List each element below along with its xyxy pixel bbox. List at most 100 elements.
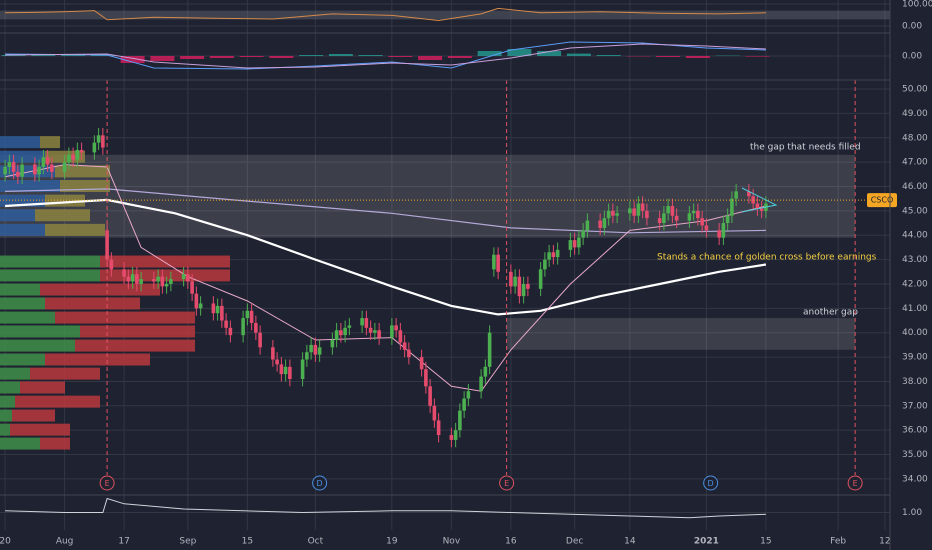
candle-body [598,220,602,228]
macd-hist [596,55,621,56]
candle-body [538,269,543,289]
candle-body [696,210,700,219]
candle-body [543,259,547,270]
candle-body [3,166,7,175]
macd-hist [358,55,383,56]
candle-body [449,435,454,440]
profile-up [0,409,12,422]
y-tick-label: 43.00 [902,255,928,265]
profile-up [0,395,15,408]
candle-body [581,230,585,238]
y-tick-label: 41.00 [902,304,928,314]
profile-down [40,283,160,296]
macd-hist [120,56,145,63]
profile-up [0,297,45,310]
candle-body [343,327,347,336]
event-marker [703,475,719,491]
profile-up [0,136,40,149]
profile-up [0,367,30,380]
pennant [741,187,778,213]
profile-down [40,136,60,149]
profile-up [0,437,40,450]
candle-body [632,208,636,216]
profile-up [0,150,45,163]
y-tick-label: 1.00 [902,508,922,518]
candle-body [547,252,551,260]
candle-body [526,283,530,289]
candle-body [377,330,381,338]
candle-body [453,430,458,440]
event-marker [847,475,863,491]
candle-body [275,359,279,365]
candle-body [373,330,377,333]
candle-body [305,352,309,360]
candle-body [394,325,398,331]
candle-body [156,276,160,282]
candle-body [513,276,517,287]
candle-body [130,274,135,282]
candle-body [602,218,607,228]
candle-body [662,213,666,224]
candle-body [436,420,441,436]
candle-body [577,237,581,248]
macd-hist [685,56,710,58]
candle-body [313,344,318,355]
profile-down [35,209,90,222]
profile-down [40,437,70,450]
y-tick-label: 49.00 [902,109,928,119]
macd-hist [477,51,502,56]
candle-body [228,327,233,336]
candle-body [224,320,228,328]
candle-body [755,203,760,209]
candle-body [75,149,80,160]
macd-hist [239,56,264,57]
candle-body [670,205,675,216]
candle-body [747,191,751,197]
candle-body [67,154,71,163]
candle-body [645,210,649,219]
x-tick-label: Aug [56,537,74,547]
profile-up [0,353,45,366]
profile-up [0,339,75,352]
profile-up [0,381,20,394]
candle-body [164,283,169,287]
candle-body [11,162,16,172]
profile-down [80,325,195,338]
candle-body [33,164,37,175]
x-tick-label: 14 [624,537,636,547]
candle-body [92,142,97,153]
candle-body [220,305,224,321]
candle-body [483,366,488,377]
candle-body [568,240,573,250]
macd-hist [209,56,234,58]
candle-body [37,166,41,175]
macd-hist [388,56,413,57]
y-tick-label: 46.00 [902,182,928,192]
event-label: E [504,479,509,488]
event-label: D [708,479,714,488]
profile-down [55,311,195,324]
gap-zone [506,318,856,350]
candle-body [79,149,84,153]
candle-body [190,281,194,294]
macd-hist [180,56,205,59]
candle-body [135,274,139,284]
candle-body [215,305,220,314]
candle-body [704,225,709,231]
x-tick-label: Oct [308,537,324,547]
candle-body [606,210,611,219]
profile-down [45,353,150,366]
candle-body [360,318,364,326]
candle-body [666,205,670,214]
signal-line [5,43,766,69]
x-tick-label: Nov [443,537,461,547]
candle-body [721,223,726,238]
macd-hist [566,53,591,56]
candle-body [615,213,619,216]
profile-down [10,423,70,436]
profile-down [100,269,230,282]
candle-body [585,220,590,231]
candle-body [462,398,466,411]
candle-body [271,347,275,360]
